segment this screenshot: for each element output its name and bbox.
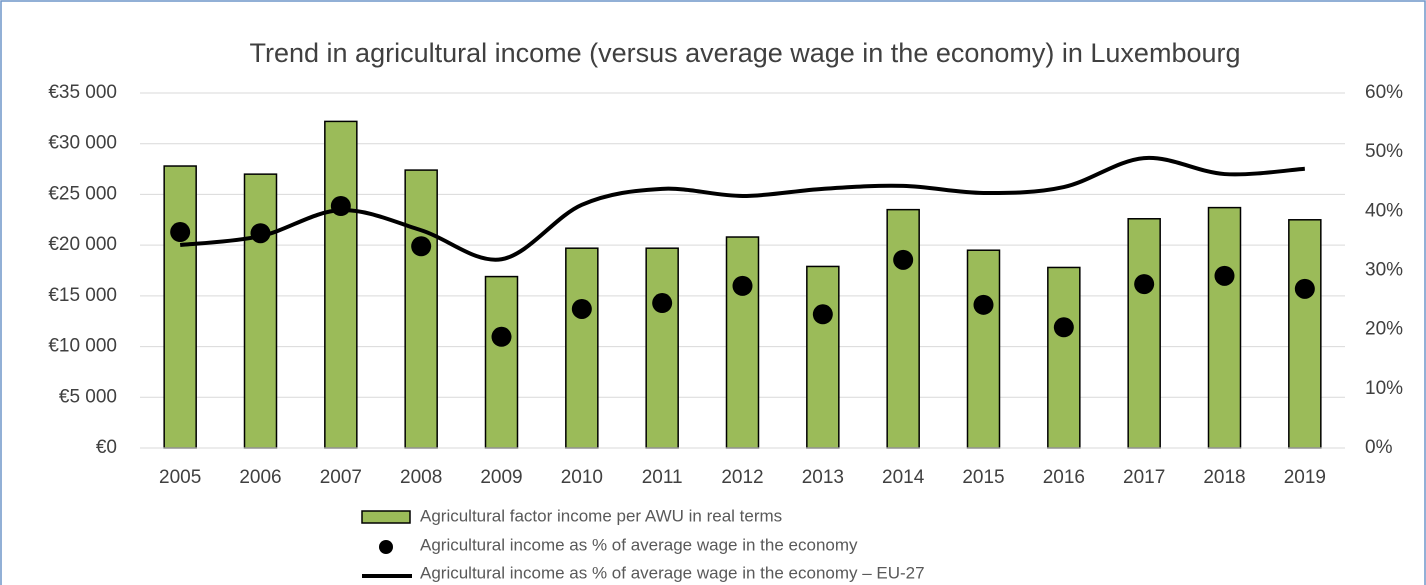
y-tick-label: €30 000 — [48, 133, 117, 154]
y-tick-label: €15 000 — [48, 285, 117, 306]
y-tick-label: €5 000 — [59, 386, 117, 407]
dot — [812, 304, 833, 325]
line — [179, 155, 1305, 262]
dot — [732, 275, 753, 296]
y-tick-label: €10 000 — [48, 336, 117, 357]
dot — [250, 223, 271, 244]
bar — [1288, 219, 1322, 449]
bar — [163, 165, 197, 449]
x-tick-label: 2008 — [400, 467, 442, 488]
legend-label: Agricultural income as % of average wage… — [420, 535, 858, 554]
dot — [973, 294, 994, 315]
x-tick-label: 2006 — [239, 467, 281, 488]
x-tick-label: 2016 — [1043, 467, 1085, 488]
bar — [1207, 206, 1242, 449]
dot — [170, 222, 191, 243]
dot — [411, 236, 432, 257]
bar — [806, 265, 840, 449]
x-tick-label: 2015 — [962, 467, 1004, 488]
x-tick-label: 2018 — [1203, 467, 1245, 488]
x-tick-label: 2014 — [882, 467, 925, 488]
y-tick-label: €0 — [96, 437, 117, 458]
legend-label: Agricultural income as % of average wage… — [420, 563, 925, 582]
chart-title: Trend in agricultural income (versus ave… — [250, 38, 1241, 68]
x-tick-label: 2009 — [480, 467, 522, 488]
y2-tick-label: 20% — [1365, 319, 1403, 340]
x-tick-label: 2011 — [642, 467, 683, 488]
y2-tick-label: 0% — [1365, 437, 1393, 458]
dot — [1053, 317, 1074, 338]
bar — [725, 236, 760, 449]
dot — [893, 249, 914, 270]
bar — [966, 249, 1001, 449]
bar — [1047, 266, 1081, 449]
dot — [652, 293, 673, 314]
x-tick-label: 2005 — [159, 467, 201, 488]
x-tick-label: 2012 — [721, 467, 763, 488]
legend-swatch — [379, 540, 393, 554]
legend-label: Agricultural factor income per AWU in re… — [420, 506, 782, 525]
dot — [1214, 265, 1235, 286]
bar — [1127, 218, 1161, 449]
y-tick-label: €35 000 — [48, 82, 117, 103]
y2-tick-label: 10% — [1365, 378, 1403, 399]
bar — [484, 275, 519, 449]
x-tick-label: 2017 — [1123, 467, 1165, 488]
x-tick-label: 2010 — [561, 467, 603, 488]
dot — [330, 196, 351, 217]
bar — [404, 169, 438, 449]
bar — [645, 247, 679, 449]
x-tick-label: 2013 — [802, 467, 844, 488]
y2-tick-label: 50% — [1365, 141, 1403, 162]
y2-tick-label: 30% — [1365, 260, 1403, 281]
y-tick-label: €20 000 — [48, 234, 117, 255]
x-tick-label: 2007 — [320, 467, 362, 488]
x-tick-label: 2019 — [1284, 467, 1326, 488]
legend-swatch — [361, 510, 411, 524]
dot — [1294, 278, 1315, 299]
bar — [243, 173, 278, 449]
dot — [571, 298, 592, 319]
dot — [491, 326, 512, 347]
dot — [1134, 274, 1155, 295]
y2-tick-label: 60% — [1365, 82, 1403, 103]
bar — [324, 120, 358, 449]
bar — [565, 247, 599, 449]
bar — [886, 208, 920, 449]
y2-tick-label: 40% — [1365, 200, 1403, 221]
y-tick-label: €25 000 — [48, 183, 117, 204]
